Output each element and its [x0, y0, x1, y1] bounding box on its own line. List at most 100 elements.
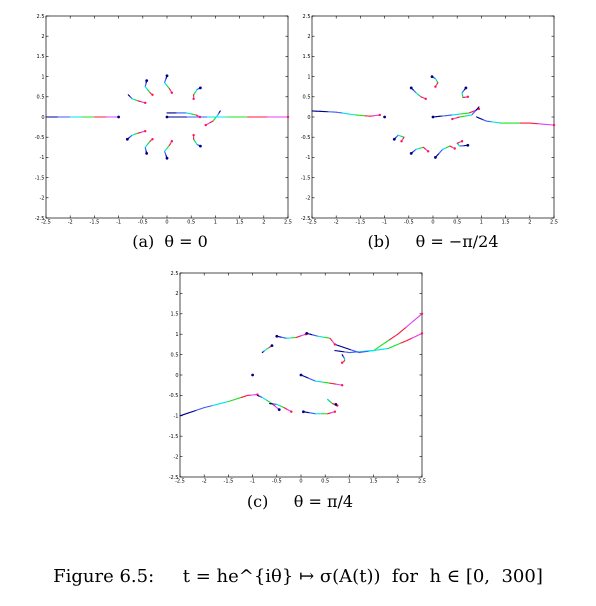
x-tick-label: 2 — [396, 479, 399, 485]
eigenvalue-trajectory — [256, 394, 281, 411]
trajectory-segment — [179, 413, 185, 417]
trajectory-end-point — [378, 113, 381, 117]
eigenvalue-trajectory — [410, 146, 430, 154]
chart-b: -2.5 -2 -1.5 -1 -0.5 0 0.5 1 1.5 2 2.5 -2.5 -2 -1.5 -1… — [301, 14, 558, 226]
trajectory-segment — [227, 399, 233, 403]
eigenvalue-trajectory — [393, 134, 405, 143]
start-point — [434, 156, 437, 159]
y-tick-label: 1 — [41, 74, 44, 80]
eigenvalue-trajectory — [144, 80, 154, 96]
eigenvalue-trajectory — [306, 332, 337, 346]
trajectory-end-point — [451, 117, 454, 121]
y-tick-label: -0.5 — [35, 135, 45, 141]
trajectory-segment — [203, 406, 209, 409]
trajectory-segment — [211, 404, 217, 407]
trajectory-segment — [400, 341, 405, 344]
trajectory-segment — [219, 401, 225, 405]
trajectory-segment — [240, 395, 246, 398]
trajectory-segment — [191, 409, 197, 413]
y-tick-label: 2 — [41, 34, 44, 40]
trajectory-end-point — [400, 140, 403, 143]
x-tick-label: -2.5 — [307, 220, 317, 226]
start-point — [383, 115, 386, 119]
trajectory-segment — [413, 316, 419, 322]
eigenvalue-trajectory — [431, 76, 439, 88]
eigenvalue-trajectory — [127, 94, 147, 105]
trajectory-end-point — [144, 101, 147, 105]
trajectory-end-point — [170, 140, 174, 143]
start-point — [145, 151, 149, 155]
start-point — [145, 79, 149, 83]
eigenvalue-trajectory — [434, 145, 456, 158]
start-point — [275, 334, 279, 338]
trajectory-segment — [354, 350, 360, 354]
y-tick-label: 0 — [41, 115, 44, 121]
trajectory-end-point — [333, 343, 337, 346]
eigenvalue-trajectory — [192, 133, 201, 147]
start-point — [409, 151, 413, 155]
x-tick-label: -0.5 — [404, 220, 414, 226]
chart-a: -2.5 -2 -1.5 -1 -0.5 0 0.5 1 1.5 2 2.5 -2.5 -2 -1.5 -1… — [35, 14, 292, 226]
eigenvalue-trajectory — [334, 332, 424, 354]
x-tick-label: 0.5 — [187, 220, 195, 226]
trajectory-end-point — [466, 95, 470, 99]
trajectory-segment — [390, 345, 396, 348]
eigenvalue-trajectory — [144, 138, 154, 154]
y-tick-label: 1 — [175, 332, 178, 338]
y-tick-label: 2.5 — [37, 14, 45, 20]
y-tick-label: 0 — [307, 115, 310, 121]
trajectory-segment — [393, 333, 399, 338]
x-tick-label: 0.5 — [321, 479, 329, 485]
chart-panel-b: -2.5 -2 -1.5 -1 -0.5 0 0.5 1 1.5 2 2.5 -2.5 -2 -1.5 -1… — [301, 14, 558, 226]
eigenvalue-trajectory — [340, 354, 346, 364]
trajectory-end-point — [198, 115, 202, 119]
y-tick-label: -0.5 — [169, 393, 179, 399]
y-tick-label: -1.5 — [301, 175, 311, 181]
x-tick-label: -1.5 — [224, 479, 234, 485]
eigenvalue-trajectory — [334, 312, 424, 354]
trajectory-end-point — [453, 147, 456, 150]
x-tick-label: 2.5 — [550, 220, 558, 226]
x-tick-label: -2 — [334, 220, 339, 226]
chart-panel-c: -2.5 -2 -1.5 -1 -0.5 0 0.5 1 1.5 2 2.5 -2.5 -2 -1.5 -1… — [169, 271, 426, 485]
trajectory-end-point — [460, 140, 464, 143]
y-tick-label: 1.5 — [171, 312, 179, 318]
trajectory-segment — [397, 342, 402, 345]
trajectory-end-point — [340, 361, 344, 364]
x-tick-label: 1.5 — [502, 220, 510, 226]
x-tick-label: -2.5 — [41, 220, 51, 226]
trajectory-end-point — [420, 312, 424, 315]
trajectory-segment — [401, 326, 407, 332]
trajectory-end-point — [192, 133, 195, 137]
y-tick-label: 1 — [307, 74, 310, 80]
trajectory-end-point — [333, 410, 337, 413]
start-point — [165, 115, 169, 119]
start-point — [251, 373, 254, 377]
x-tick-label: 2 — [528, 220, 531, 226]
trajectory-segment — [377, 348, 384, 351]
start-point — [464, 86, 468, 90]
trajectory-segment — [358, 351, 365, 354]
x-tick-label: 1.5 — [370, 479, 378, 485]
trajectory-end-point — [434, 85, 437, 88]
x-tick-label: -1 — [250, 479, 255, 485]
trajectory-end-point — [286, 115, 290, 119]
trajectory-end-point — [426, 150, 430, 153]
trajectory-end-point — [151, 93, 154, 96]
eigenvalue-trajectory — [302, 410, 337, 415]
start-point — [165, 156, 169, 160]
x-tick-label: -2 — [68, 220, 73, 226]
x-tick-label: 2.5 — [418, 479, 426, 485]
x-tick-label: 1 — [214, 220, 217, 226]
y-tick-label: -1.5 — [169, 434, 179, 440]
y-tick-label: 2.5 — [171, 271, 179, 277]
start-point — [334, 402, 338, 406]
trajectory-end-point — [204, 123, 207, 127]
y-tick-label: -1 — [40, 155, 45, 161]
trajectory-segment — [385, 339, 391, 343]
start-point — [165, 74, 169, 78]
start-point — [409, 86, 413, 90]
y-tick-label: -2.5 — [301, 216, 311, 222]
caption-a: (a) θ = 0 — [132, 232, 208, 251]
y-tick-label: 1.5 — [303, 54, 311, 60]
